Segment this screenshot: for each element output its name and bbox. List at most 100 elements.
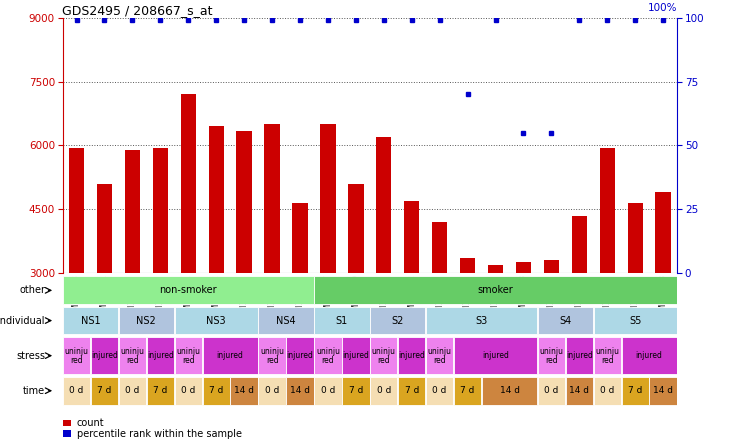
Bar [96, 184, 112, 273]
Text: 7 d: 7 d [461, 386, 475, 395]
Bar [432, 222, 447, 273]
Text: 0 d: 0 d [181, 386, 196, 395]
Text: 7 d: 7 d [97, 386, 112, 395]
Text: time: time [23, 386, 45, 396]
Bar [426, 307, 537, 334]
Text: 14 d: 14 d [500, 386, 520, 395]
Bar [404, 201, 420, 273]
Bar [258, 337, 286, 374]
Bar [91, 377, 118, 404]
Text: injured: injured [342, 351, 369, 360]
Bar [258, 377, 286, 404]
Bar [656, 192, 670, 273]
Text: uninju
red: uninju red [428, 347, 452, 365]
Text: NS3: NS3 [206, 316, 226, 325]
Text: uninju
red: uninju red [595, 347, 619, 365]
Bar [236, 131, 252, 273]
Bar [454, 377, 481, 404]
Text: 14 d: 14 d [234, 386, 254, 395]
Bar [594, 307, 677, 334]
Text: 7 d: 7 d [209, 386, 224, 395]
Bar [398, 337, 425, 374]
Bar [264, 124, 280, 273]
Text: S1: S1 [336, 316, 348, 325]
Text: uninju
red: uninju red [176, 347, 200, 365]
Bar [426, 377, 453, 404]
Bar [286, 377, 314, 404]
Text: S4: S4 [559, 316, 572, 325]
Text: individual: individual [0, 316, 45, 325]
Bar [538, 377, 565, 404]
Text: injured: injured [398, 351, 425, 360]
Text: 0 d: 0 d [265, 386, 279, 395]
Bar [314, 307, 369, 334]
Text: S2: S2 [392, 316, 404, 325]
Bar [538, 337, 565, 374]
Bar [180, 95, 196, 273]
Bar [594, 377, 621, 404]
Bar [398, 377, 425, 404]
Text: percentile rank within the sample: percentile rank within the sample [77, 429, 241, 439]
Bar [63, 420, 71, 426]
Text: uninju
red: uninju red [260, 347, 284, 365]
Text: injured: injured [482, 351, 509, 360]
Text: S5: S5 [629, 316, 641, 325]
Text: 0 d: 0 d [125, 386, 140, 395]
Text: injured: injured [286, 351, 314, 360]
Bar [426, 337, 453, 374]
Text: 0 d: 0 d [600, 386, 615, 395]
Bar [649, 377, 677, 404]
Bar [152, 147, 168, 273]
Bar [370, 377, 397, 404]
Bar [370, 307, 425, 334]
Bar [63, 337, 91, 374]
Bar [516, 262, 531, 273]
Text: GDS2495 / 208667_s_at: GDS2495 / 208667_s_at [62, 4, 213, 16]
Text: injured: injured [147, 351, 174, 360]
Text: 7 d: 7 d [628, 386, 643, 395]
Text: 0 d: 0 d [377, 386, 391, 395]
Text: 100%: 100% [648, 3, 677, 12]
Bar [566, 377, 593, 404]
Bar [314, 377, 342, 404]
Bar [63, 277, 314, 304]
Bar [621, 337, 677, 374]
Bar [342, 377, 369, 404]
Bar [454, 337, 537, 374]
Text: 7 d: 7 d [349, 386, 363, 395]
Text: injured: injured [91, 351, 118, 360]
Bar [174, 377, 202, 404]
Bar [118, 337, 146, 374]
Text: non-smoker: non-smoker [160, 285, 217, 295]
Text: uninju
red: uninju red [121, 347, 144, 365]
Bar [628, 203, 643, 273]
Bar [124, 150, 140, 273]
Text: 0 d: 0 d [433, 386, 447, 395]
Text: 14 d: 14 d [653, 386, 673, 395]
Bar [348, 184, 364, 273]
Bar [202, 337, 258, 374]
Bar [208, 126, 224, 273]
Bar [320, 124, 336, 273]
Bar [566, 337, 593, 374]
Bar [118, 307, 174, 334]
Text: 7 d: 7 d [153, 386, 168, 395]
Bar [63, 307, 118, 334]
Bar [174, 337, 202, 374]
Text: uninju
red: uninju red [316, 347, 340, 365]
Bar [69, 147, 84, 273]
Bar [314, 337, 342, 374]
Text: NS4: NS4 [276, 316, 296, 325]
Bar [370, 337, 397, 374]
Text: 7 d: 7 d [405, 386, 419, 395]
Bar [600, 147, 615, 273]
Text: other: other [19, 285, 45, 295]
Text: 14 d: 14 d [570, 386, 590, 395]
Bar [488, 265, 503, 273]
Text: 0 d: 0 d [69, 386, 84, 395]
Text: stress: stress [16, 351, 45, 361]
Text: uninju
red: uninju red [372, 347, 396, 365]
Bar [376, 137, 392, 273]
Bar [314, 277, 677, 304]
Bar [460, 258, 475, 273]
